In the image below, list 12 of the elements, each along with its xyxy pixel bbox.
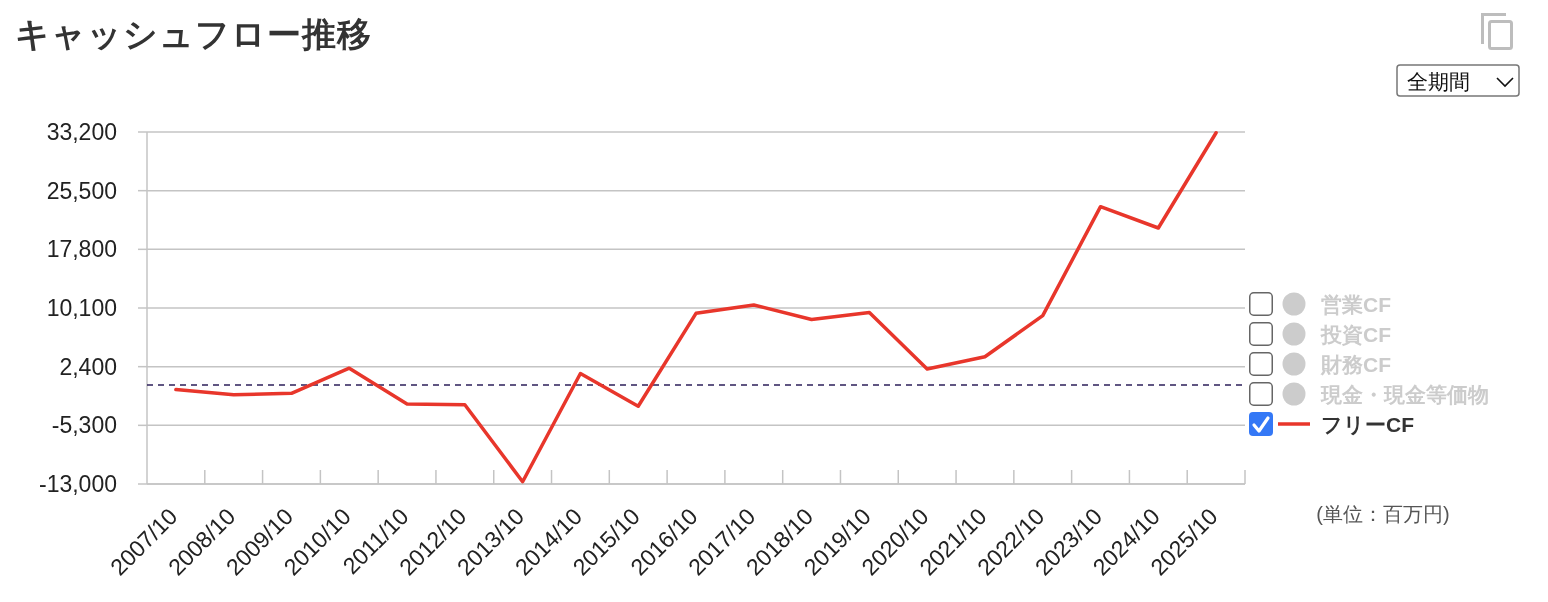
y-tick-label: -5,300	[51, 412, 117, 439]
y-tick-label: 33,200	[46, 119, 117, 146]
legend-label: フリーCF	[1321, 412, 1415, 436]
y-tick-label: -13,000	[38, 471, 117, 498]
y-tick-label: 2,400	[59, 353, 117, 380]
y-tick-label: 17,800	[46, 236, 117, 263]
y-tick-label: 25,500	[46, 177, 117, 204]
y-tick-label: 10,100	[46, 295, 117, 322]
chart-title: キャッシュフロー推移	[15, 15, 372, 53]
text: (単位：百万円)	[1316, 503, 1450, 525]
text: 全期間	[1407, 70, 1470, 93]
line-series	[174, 131, 1218, 484]
